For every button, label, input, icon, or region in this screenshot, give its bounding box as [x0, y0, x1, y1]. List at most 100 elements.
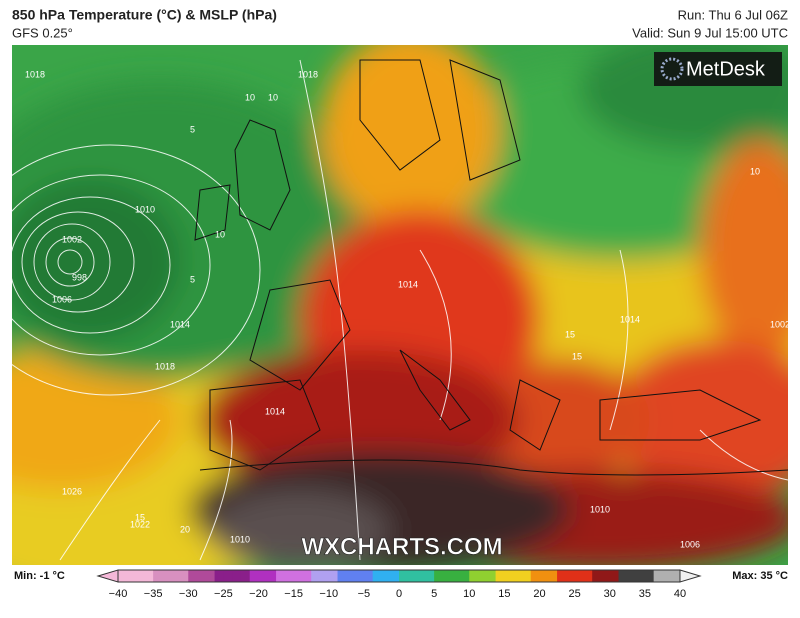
colorbar-cell [372, 570, 382, 582]
colorbar-cell [416, 570, 426, 582]
colorbar-tick: 5 [431, 588, 437, 600]
colorbar-tick: −20 [249, 588, 268, 600]
watermark: WXCHARTS.COM [301, 533, 502, 560]
colorbar-cell [205, 570, 216, 582]
contour-label: 10 [750, 166, 760, 176]
colorbar-cell [126, 570, 137, 582]
isobar-label: 1002 [770, 319, 790, 329]
colorbar-cell [170, 570, 180, 582]
isobar-label: 1006 [680, 539, 700, 549]
isobar-label: 1010 [590, 504, 610, 514]
colorbar-cell [530, 570, 540, 582]
isobar-label: 1026 [62, 486, 82, 496]
colorbar-cell [636, 570, 646, 582]
isobar-label: 1018 [298, 69, 318, 79]
colorbar-tick: −30 [179, 588, 198, 600]
contour-label: 15 [565, 329, 575, 339]
colorbar-cell [486, 570, 497, 582]
colorbar-cell [565, 570, 576, 582]
colorbar-cell [609, 570, 620, 582]
contour-label: 10 [215, 229, 225, 239]
isobar-label: 1006 [52, 294, 72, 304]
colorbar-cell [460, 570, 470, 582]
colorbar-cell [161, 570, 172, 582]
colorbar-arrow [96, 569, 119, 583]
colorbar-cell [399, 570, 409, 582]
contour-label: 10 [268, 92, 278, 102]
colorbar-tick: 40 [674, 588, 686, 600]
colorbar-cell [644, 570, 655, 582]
colorbar-cell [276, 570, 286, 582]
colorbar-cell [153, 570, 163, 582]
model: GFS 0.25° [12, 25, 73, 40]
colorbar-cell [513, 570, 523, 582]
colorbar-cell [293, 570, 303, 582]
isobar-label: 1014 [170, 319, 190, 329]
isobar-label: 1010 [230, 534, 250, 544]
contour-label: 5 [190, 274, 195, 284]
colorbar-cell [495, 570, 505, 582]
contour-label: 15 [135, 512, 145, 522]
run-time: Run: Thu 6 Jul 06Z [678, 7, 788, 22]
contour-label: 10 [245, 92, 255, 102]
colorbar-cell [328, 570, 339, 582]
colorbar-cell [671, 570, 681, 582]
colorbar-cell [363, 570, 374, 582]
colorbar-cell [653, 570, 663, 582]
isobar-label: 1014 [620, 314, 640, 324]
colorbar-arrow [679, 569, 702, 583]
colorbar-cell [469, 570, 479, 582]
colorbar-cell [337, 570, 347, 582]
colorbar-tick: −40 [109, 588, 128, 600]
colorbar-tick: 0 [396, 588, 402, 600]
colorbar-cell [249, 570, 259, 582]
colorbar-tick: −35 [144, 588, 163, 600]
map: 1018101010029981006101410181018101410141… [12, 45, 790, 565]
colorbar-cell [284, 570, 295, 582]
colorbar-tick: −5 [358, 588, 371, 600]
colorbar-tick: 30 [604, 588, 616, 600]
colorbar-cell [381, 570, 391, 582]
colorbar-cell [478, 570, 488, 582]
colorbar-cell [214, 570, 224, 582]
isobar-labels: 1018101010029981006101410181018101410141… [25, 69, 790, 549]
colorbar-tick: −15 [284, 588, 303, 600]
colorbar-cell [592, 570, 602, 582]
isobar-label: 1022 [130, 519, 150, 529]
colorbar-cell [407, 570, 418, 582]
colorbar-cell [557, 570, 567, 582]
isobar-label: 1014 [398, 279, 418, 289]
colorbar-tick: 15 [498, 588, 510, 600]
isobar-label: 998 [72, 272, 87, 282]
valid-time: Valid: Sun 9 Jul 15:00 UTC [632, 25, 788, 40]
colorbar-cell [434, 570, 444, 582]
colorbar-cell [539, 570, 549, 582]
colorbar-cell [521, 570, 532, 582]
colorbar-cell [425, 570, 435, 582]
colorbar-cell [390, 570, 400, 582]
colorbar-cell [135, 570, 145, 582]
colorbar: −40 −35 −30 −25 −20 −15 −10 −5 0 5 10 15 20 25 30 35 40 [96, 569, 702, 600]
colorbar-tick: −10 [319, 588, 338, 600]
colorbar-cell [240, 570, 251, 582]
isobar-label: 1018 [25, 69, 45, 79]
colorbar-cell [451, 570, 461, 582]
isobar-label: 1002 [62, 234, 82, 244]
colorbar-cell [574, 570, 584, 582]
isobar-label: 1010 [135, 204, 155, 214]
colorbar-cell [258, 570, 268, 582]
colorbar-cell [188, 570, 198, 582]
colorbar-cell [355, 570, 365, 582]
logo: MetDesk [686, 58, 766, 80]
logo-icon [660, 57, 684, 81]
colorbar-cell [504, 570, 514, 582]
contour-label: 5 [190, 124, 195, 134]
colorbar-cell [319, 570, 330, 582]
colorbar-cell [600, 570, 611, 582]
isobar-label: 1014 [265, 406, 285, 416]
colorbar-cell [179, 570, 189, 582]
contour-label: 20 [180, 524, 190, 534]
colorbar-cell [346, 570, 356, 582]
colorbar-cell [267, 570, 277, 582]
colorbar-tick: 25 [569, 588, 581, 600]
